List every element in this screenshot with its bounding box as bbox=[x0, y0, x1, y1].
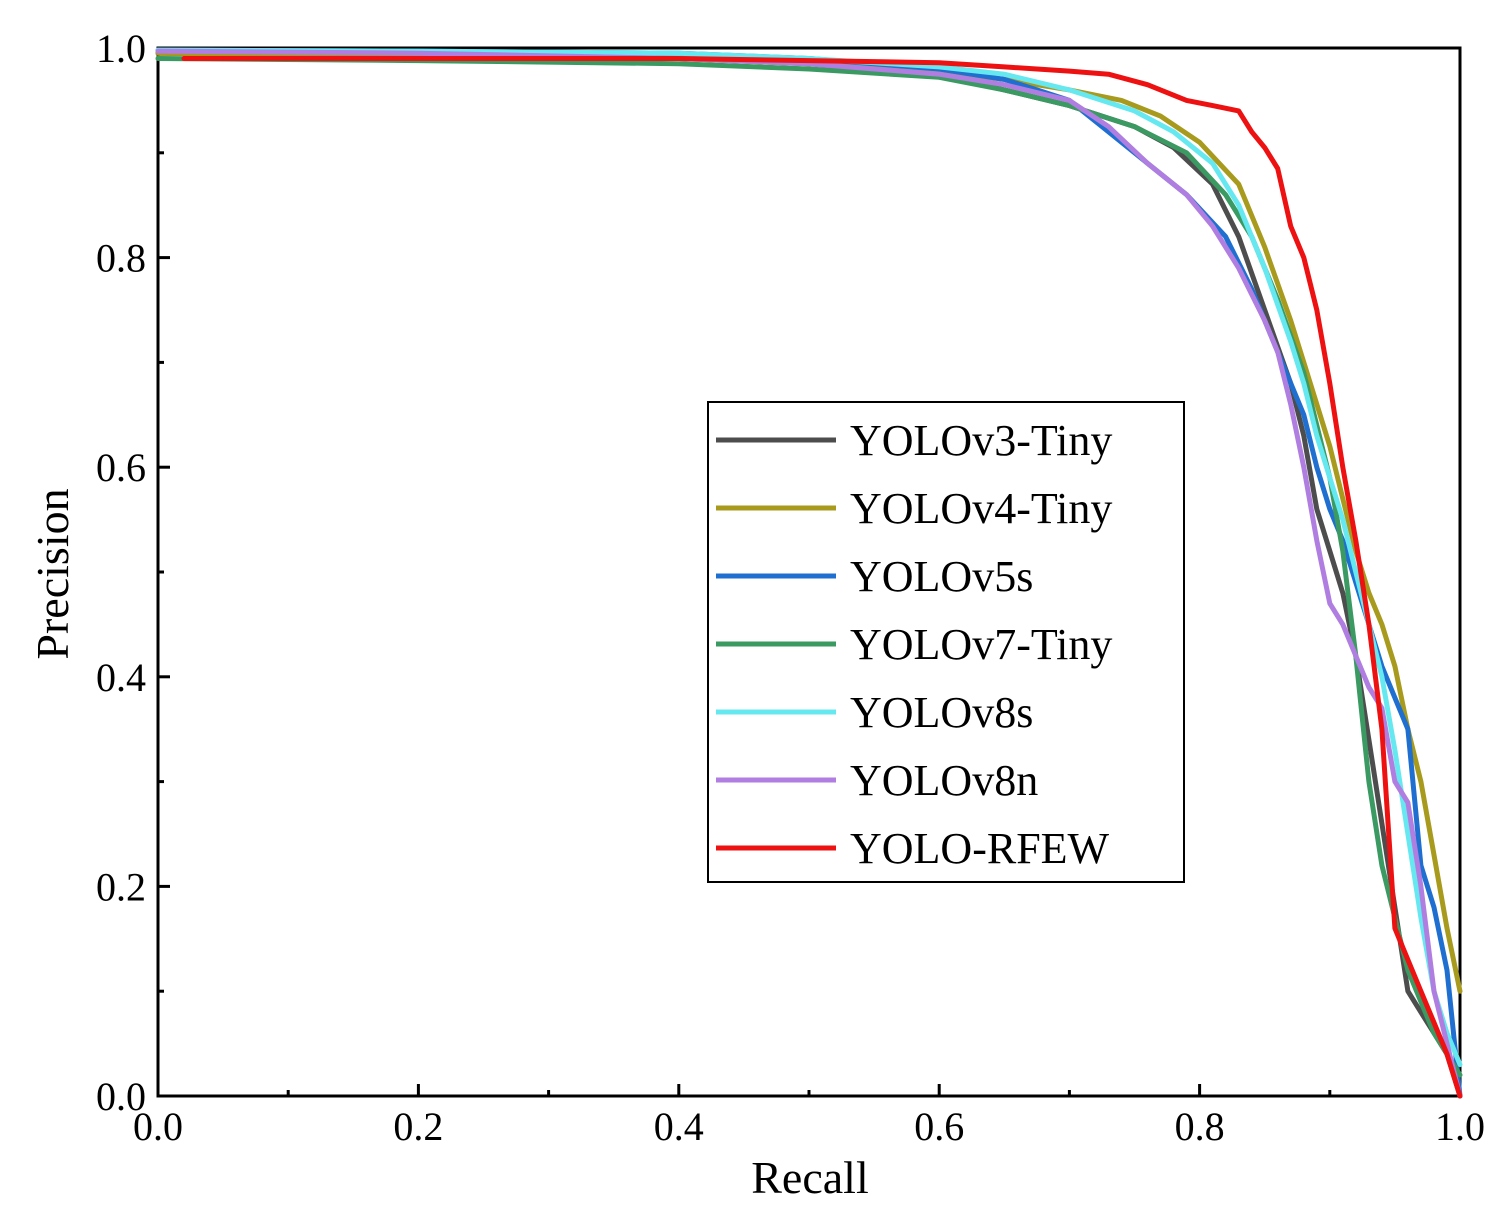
series-line-yolov7-tiny bbox=[155, 56, 1463, 1078]
x-tick-label: 0.6 bbox=[914, 1104, 964, 1149]
x-axis-title: Recall bbox=[751, 1152, 869, 1203]
legend-label-yolov3-tiny: YOLOv3-Tiny bbox=[850, 416, 1112, 465]
y-tick-label: 0.4 bbox=[96, 655, 146, 700]
y-tick-label: 1.0 bbox=[96, 26, 146, 71]
x-tick-label: 0.0 bbox=[133, 1104, 183, 1149]
series-layer bbox=[155, 47, 1463, 1099]
x-tick-label: 0.4 bbox=[654, 1104, 704, 1149]
y-tick-label: 0.0 bbox=[96, 1074, 146, 1119]
y-axis-title: Precision bbox=[27, 488, 78, 659]
x-tick-label: 0.8 bbox=[1175, 1104, 1225, 1149]
legend-label-yolo-rfew: YOLO-RFEW bbox=[850, 824, 1110, 873]
y-tick-label: 0.2 bbox=[96, 864, 146, 909]
series-line-yolov8n bbox=[155, 48, 1463, 1099]
legend-label-yolov7-tiny: YOLOv7-Tiny bbox=[850, 620, 1112, 669]
legend-label-yolov5s: YOLOv5s bbox=[850, 552, 1033, 601]
x-axis: 0.0 0.2 0.4 0.6 0.8 1.0 bbox=[133, 1084, 1485, 1149]
y-tick-label: 0.6 bbox=[96, 445, 146, 490]
y-tick-label: 0.8 bbox=[96, 236, 146, 281]
legend-label-yolov4-tiny: YOLOv4-Tiny bbox=[850, 484, 1112, 533]
legend: YOLOv3-Tiny YOLOv4-Tiny YOLOv5s YOLOv7-Tiny… bbox=[707, 401, 1185, 883]
series-line-yolov8s bbox=[155, 47, 1463, 1068]
x-tick-label: 1.0 bbox=[1435, 1104, 1485, 1149]
y-axis: 0.0 0.2 0.4 0.6 0.8 1.0 bbox=[96, 26, 170, 1119]
legend-label-yolov8s: YOLOv8s bbox=[850, 688, 1033, 737]
series-line-yolov5s bbox=[155, 47, 1463, 1099]
series-line-yolo-rfew bbox=[181, 56, 1463, 1099]
legend-label-yolov8n: YOLOv8n bbox=[850, 756, 1038, 805]
x-tick-label: 0.2 bbox=[393, 1104, 443, 1149]
